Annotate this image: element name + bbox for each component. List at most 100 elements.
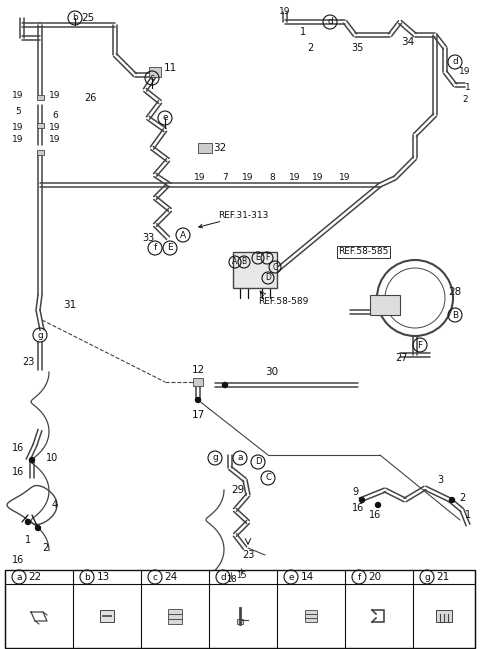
Text: 19: 19 [279,8,291,16]
Text: REF.58-585: REF.58-585 [338,247,388,256]
Text: A: A [232,258,238,267]
Circle shape [449,498,455,502]
Text: 16: 16 [12,443,24,453]
Text: 16: 16 [352,503,364,513]
Text: 11: 11 [163,63,177,73]
Text: 15: 15 [236,570,246,580]
Circle shape [360,498,364,502]
Bar [436,610,452,622]
Text: 32: 32 [214,143,227,153]
Circle shape [375,502,381,508]
Text: f: f [154,243,156,252]
Text: g: g [424,572,430,582]
Text: 19: 19 [12,136,24,145]
Circle shape [29,458,35,463]
Text: REF.31-313: REF.31-313 [199,211,268,228]
Text: 19: 19 [49,123,61,132]
Text: F: F [418,341,422,350]
Text: g: g [37,330,43,339]
Text: 20: 20 [369,572,382,582]
Text: 7: 7 [222,173,228,182]
Bar [36,149,44,154]
Text: 19: 19 [289,173,301,182]
Text: 4: 4 [52,500,58,510]
Text: 25: 25 [82,13,95,23]
Text: D: D [255,458,261,467]
Bar [305,610,317,614]
Text: 9: 9 [352,487,358,497]
Text: f: f [358,572,360,582]
Bar [305,614,317,618]
Text: 19: 19 [49,136,61,145]
Text: 12: 12 [192,365,204,375]
Circle shape [25,519,31,524]
Bar [149,67,161,77]
Text: 35: 35 [352,43,364,53]
Text: b: b [84,572,90,582]
Text: 3: 3 [437,475,443,485]
Text: d: d [327,18,333,27]
Text: 2: 2 [42,543,48,553]
Text: F: F [265,254,269,262]
Text: 30: 30 [265,367,278,377]
Text: 6: 6 [52,110,58,119]
Bar [193,378,203,386]
Bar [237,619,243,624]
Text: a: a [16,572,22,582]
Text: 19: 19 [49,90,61,99]
Bar [168,613,182,618]
Text: 23: 23 [242,550,254,560]
Text: 5: 5 [15,108,21,117]
Text: 18: 18 [226,574,236,583]
Text: 21: 21 [436,572,450,582]
Text: D: D [265,273,271,282]
Text: 16: 16 [12,467,24,477]
Text: d: d [220,572,226,582]
Text: 10: 10 [46,453,58,463]
Bar [100,610,114,622]
Text: 19: 19 [312,173,324,182]
Text: 16: 16 [12,555,24,565]
Text: REF.58-589: REF.58-589 [258,297,308,306]
Bar [233,252,277,288]
Text: 14: 14 [300,572,313,582]
Bar [36,123,44,127]
Circle shape [223,382,228,387]
Text: 17: 17 [192,410,204,420]
Text: 26: 26 [84,93,96,103]
Text: 19: 19 [12,90,24,99]
Text: E: E [167,243,173,252]
Text: e: e [288,572,294,582]
Text: c: c [149,73,155,82]
Bar [168,618,182,624]
Text: 1: 1 [25,535,31,545]
Text: 1: 1 [465,84,471,93]
Text: 16: 16 [369,510,381,520]
Text: 22: 22 [28,572,42,582]
Bar [198,143,212,153]
Text: C: C [272,262,277,271]
Text: 31: 31 [63,300,77,310]
Text: b: b [72,14,78,23]
Text: 13: 13 [96,572,109,582]
Text: 24: 24 [164,572,178,582]
Text: 2: 2 [307,43,313,53]
Text: g: g [212,454,218,463]
Text: 19: 19 [459,67,471,77]
Circle shape [195,397,201,402]
Text: E: E [256,254,260,262]
Text: 19: 19 [339,173,351,182]
Bar [5,570,475,648]
Text: c: c [153,572,157,582]
Bar [168,609,182,613]
Bar [305,618,317,622]
Text: 23: 23 [22,357,34,367]
Text: 2: 2 [462,95,468,104]
Text: 19: 19 [194,173,206,182]
Circle shape [36,526,40,530]
Text: a: a [237,454,243,463]
Text: 29: 29 [231,485,245,495]
Text: 19: 19 [12,123,24,132]
Text: 27: 27 [396,353,408,363]
Text: 34: 34 [401,37,415,47]
